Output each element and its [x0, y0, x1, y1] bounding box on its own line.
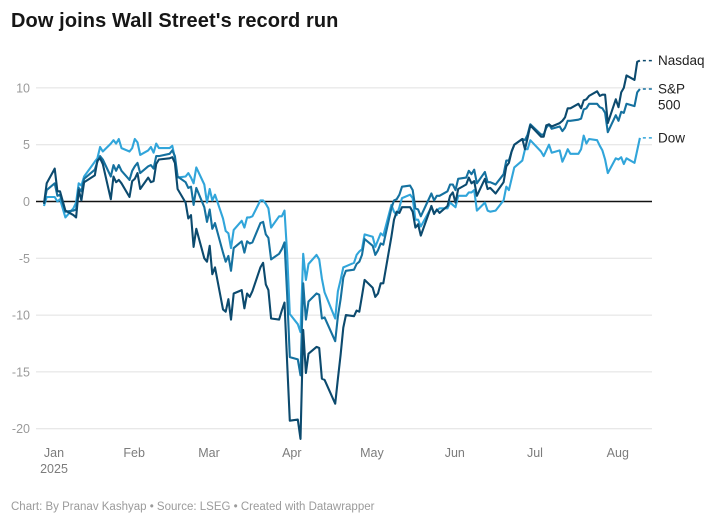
series-line-nasdaq [42, 59, 641, 440]
x-axis-year-label: 2025 [40, 462, 68, 476]
y-axis-tick-label: -10 [12, 309, 30, 323]
chart-credit: Chart: By Pranav Kashyap • Source: LSEG … [11, 501, 375, 513]
series-line-dow [42, 134, 641, 334]
y-axis-tick-label: -5 [19, 252, 30, 266]
x-axis-tick-label: Jul [527, 446, 543, 460]
x-axis-tick-label: Mar [198, 446, 220, 460]
x-axis-tick-label: May [360, 446, 384, 460]
y-axis-tick-label: -20 [12, 422, 30, 436]
x-axis-tick-label: Apr [282, 446, 301, 460]
legend-label-sp500: 500 [658, 98, 681, 113]
y-axis-tick-label: 10 [16, 81, 30, 95]
legend-label-sp500: S&P [658, 82, 685, 97]
y-axis-tick-label: 5 [23, 138, 30, 152]
x-axis-tick-label: Aug [607, 446, 629, 460]
y-axis-tick-label: -15 [12, 365, 30, 379]
y-axis-tick-label: 0 [23, 195, 30, 209]
x-axis-tick-label: Feb [123, 446, 145, 460]
legend-label-nasdaq: Nasdaq [658, 53, 705, 68]
legend-label-dow: Dow [658, 130, 685, 145]
x-axis-tick-label: Jun [445, 446, 465, 460]
x-axis-tick-label: Jan [44, 446, 64, 460]
chart-title: Dow joins Wall Street's record run [11, 10, 339, 32]
